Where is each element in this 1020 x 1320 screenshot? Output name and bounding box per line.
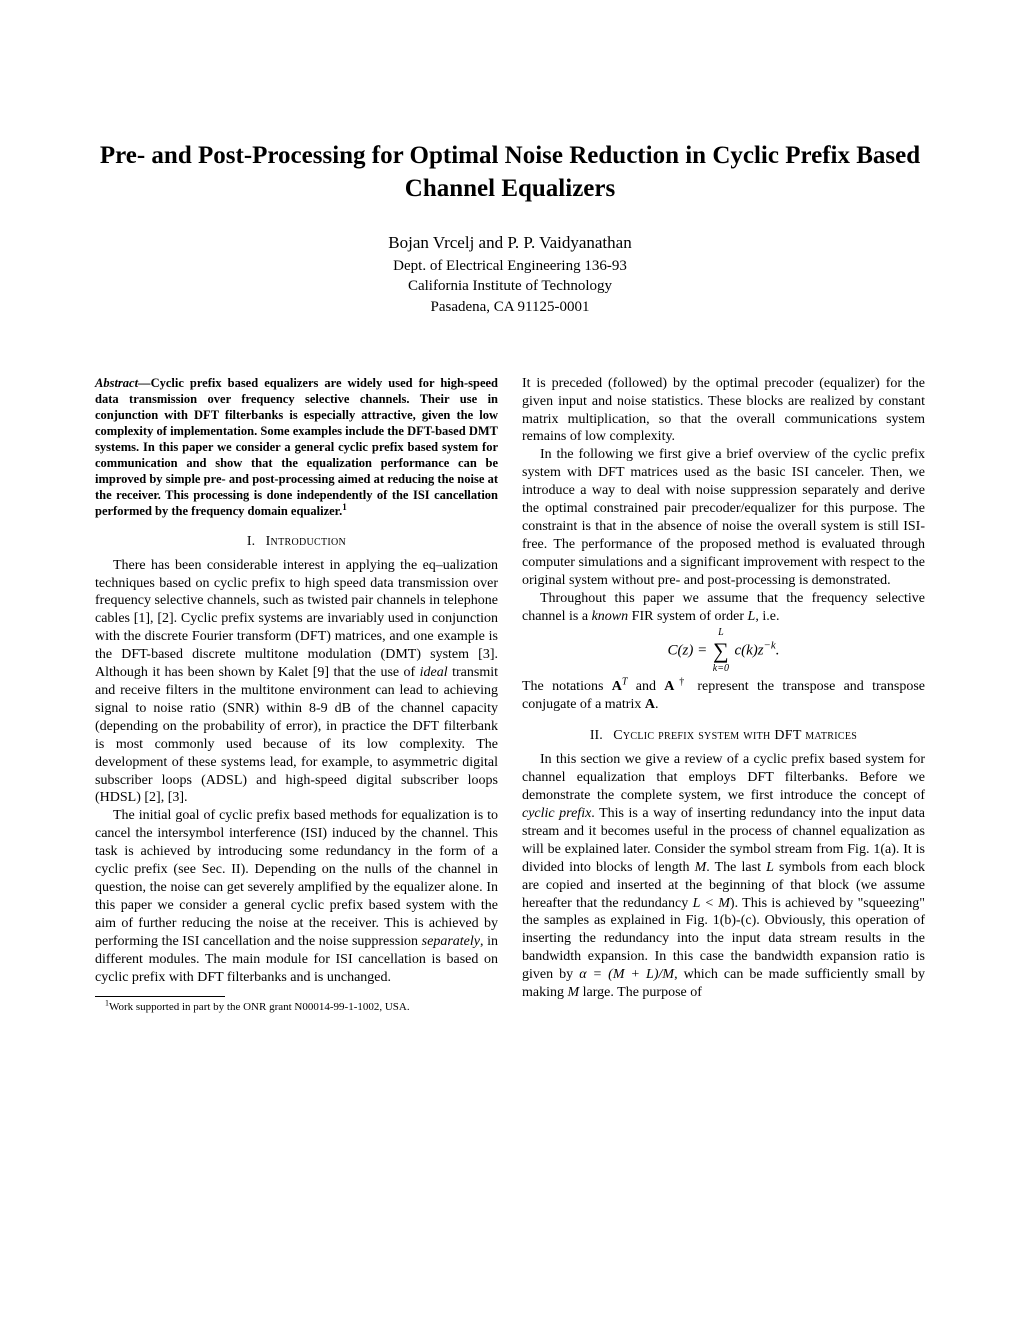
two-column-body: Abstract—Cyclic prefix based equalizers … — [95, 375, 925, 1015]
section-1-name: Introduction — [266, 534, 346, 549]
section-1-heading: I. Introduction — [95, 533, 498, 551]
page: Pre- and Post-Processing for Optimal Noi… — [0, 0, 1020, 1320]
section-2-number: II. — [590, 728, 603, 743]
intro-para-1: There has been considerable interest in … — [95, 557, 498, 808]
authors: Bojan Vrcelj and P. P. Vaidyanathan — [95, 233, 925, 253]
section-2-name: Cyclic prefix system with DFT matrices — [613, 728, 857, 743]
right-column: It is preceded (followed) by the optimal… — [522, 375, 925, 1015]
right-para-4: The notations AT and A† represent the tr… — [522, 678, 925, 714]
paper-title: Pre- and Post-Processing for Optimal Noi… — [95, 140, 925, 205]
section-2-heading: II. Cyclic prefix system with DFT matric… — [522, 727, 925, 745]
left-column: Abstract—Cyclic prefix based equalizers … — [95, 375, 498, 1015]
affiliation-line-2: California Institute of Technology — [95, 276, 925, 296]
section-1-number: I. — [247, 534, 255, 549]
footnote-rule — [95, 996, 225, 997]
summation-symbol: ∑Lk=0 — [713, 637, 729, 665]
affiliation-line-3: Pasadena, CA 91125-0001 — [95, 297, 925, 317]
footnote: 1Work supported in part by the ONR grant… — [95, 1000, 498, 1014]
abstract: Abstract—Cyclic prefix based equalizers … — [95, 375, 498, 519]
intro-para-2: The initial goal of cyclic prefix based … — [95, 807, 498, 986]
right-para-2: In the following we first give a brief o… — [522, 446, 925, 589]
abstract-label: Abstract— — [95, 376, 151, 390]
section-2-para: In this section we give a review of a cy… — [522, 751, 925, 1002]
affiliation-line-1: Dept. of Electrical Engineering 136-93 — [95, 256, 925, 276]
right-para-3: Throughout this paper we assume that the… — [522, 590, 925, 626]
equation-channel: C(z) = ∑Lk=0 c(k)z−k. — [522, 637, 925, 665]
right-para-1: It is preceded (followed) by the optimal… — [522, 375, 925, 447]
footnote-ref: 1 — [342, 502, 347, 512]
abstract-text: Cyclic prefix based equalizers are widel… — [95, 376, 498, 518]
